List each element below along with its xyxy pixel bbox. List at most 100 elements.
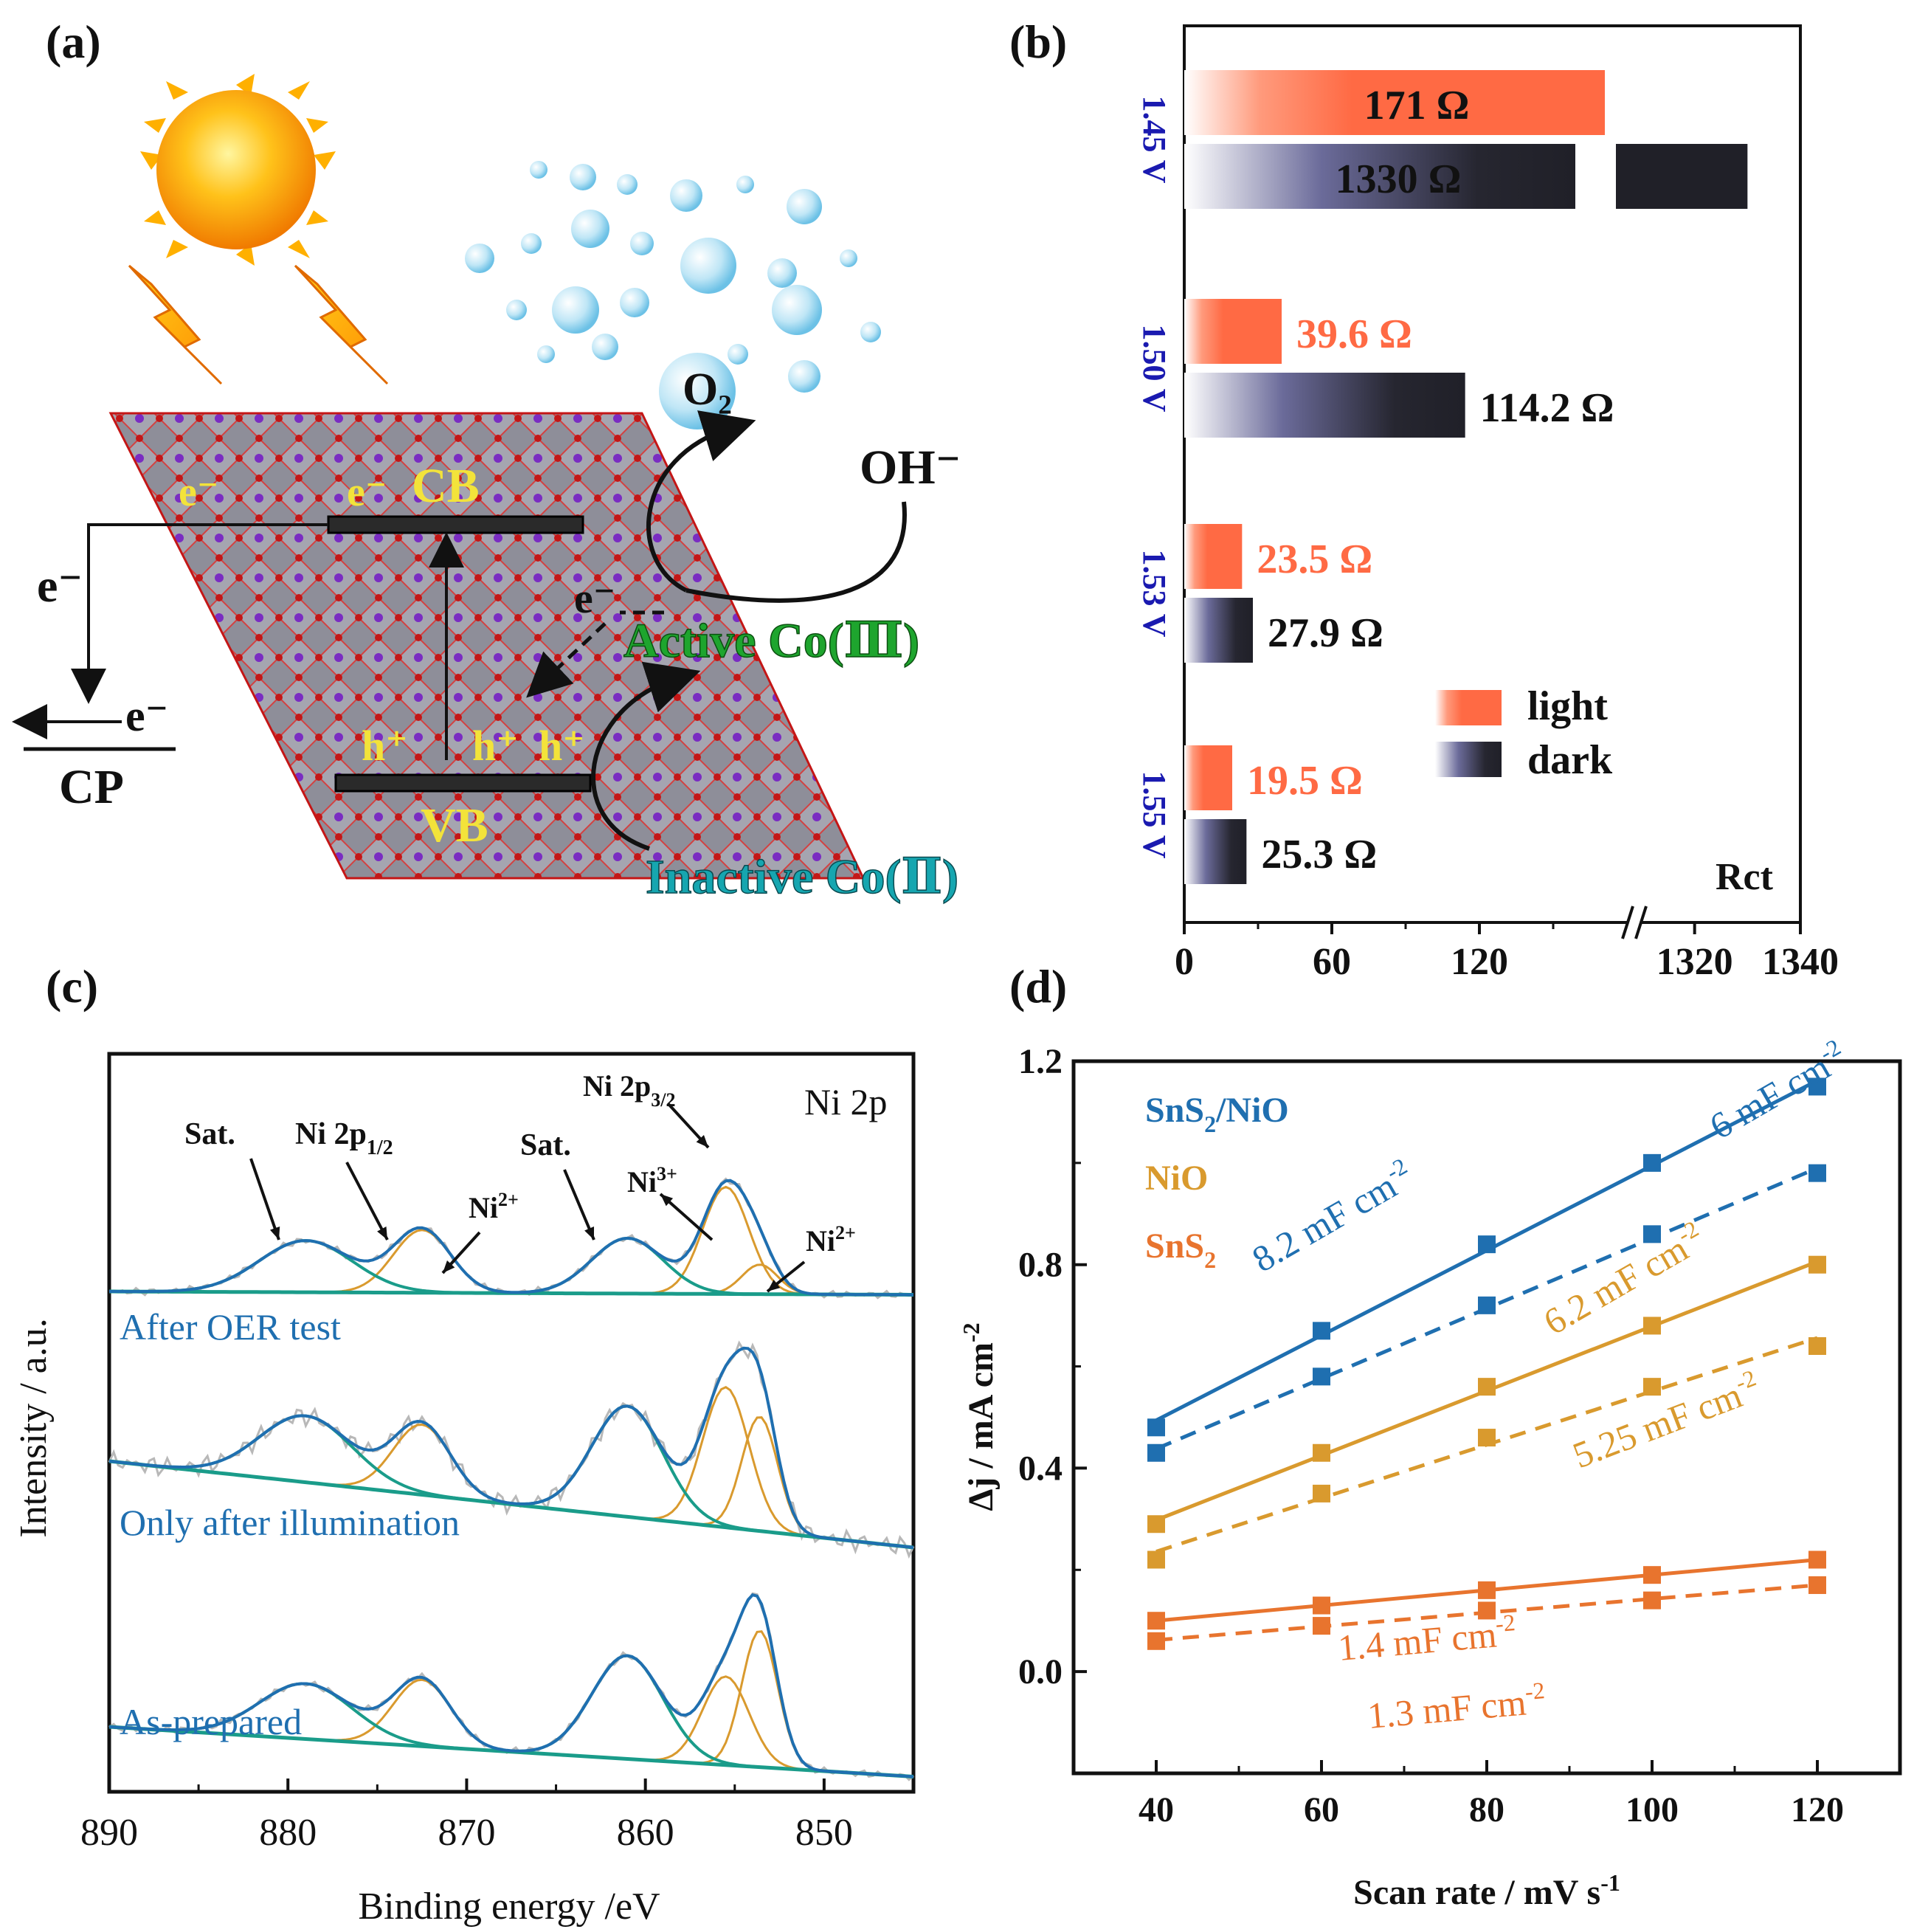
data-point [1643,1566,1661,1584]
vb-band [334,773,592,793]
vb-label: VB [421,798,488,852]
bar-dark-segment [1616,144,1748,209]
axis-break-mark [1621,905,1634,939]
annotation-arrowhead [269,1227,280,1240]
voltage-label: 1.55 V [1136,771,1172,859]
data-point [1147,1632,1165,1650]
legend-light-swatch [1435,690,1502,725]
legend-label: SnS2/NiO [1145,1091,1289,1137]
lightning-icon [128,264,223,385]
data-point [1147,1515,1165,1533]
data-point [1313,1484,1330,1503]
x-tick-label: 1340 [1762,941,1839,983]
bar-dark [1184,144,1575,209]
cb-band [327,515,584,534]
data-point [1313,1322,1330,1340]
x-tick-label: 1320 [1656,941,1733,983]
data-point [1808,1337,1826,1355]
annot-sat: Sat. [184,1117,235,1151]
data-point [1147,1612,1165,1630]
hole-label: h⁺ [539,722,585,770]
fit-envelope [109,1179,913,1297]
crystal-lattice [108,412,866,880]
legend-dark-label: dark [1527,737,1613,783]
spectrum-label: Only after illumination [120,1502,460,1543]
data-point [1643,1153,1661,1172]
x-tick-label: 870 [438,1812,495,1854]
y-tick-label: 0.4 [1018,1449,1063,1488]
legend-label: NiO [1145,1159,1208,1198]
y-tick-label: 0.0 [1018,1652,1063,1691]
data-point [1808,1255,1826,1274]
x-tick-label: 120 [1791,1790,1844,1829]
legend-light-label: light [1527,683,1608,729]
data-point [1478,1429,1496,1447]
legend-dark-swatch [1435,742,1502,777]
slope-label: 6.2 mF cm-2 [1535,1215,1713,1343]
data-point [1313,1367,1330,1386]
data-point [1808,1077,1826,1096]
o2-label: O₂ [683,365,732,415]
plot-frame [107,1052,916,1794]
y-tick-label: 1.2 [1018,1042,1063,1081]
data-point [1478,1581,1496,1599]
annot-ni2p12: Ni 2p1/2 [295,1117,393,1159]
active-co-label: Active Co(Ⅲ) [623,614,919,668]
data-point [1643,1317,1661,1335]
xps-ni2p-chart: After OER test Only after illumination As-… [13,1052,916,1928]
annotation-arrowhead [696,1135,708,1148]
o2-bubble-icon [659,353,736,429]
y-axis-label: Intensity / a.u. [13,1318,55,1538]
slope-label: 1.3 mF cm-2 [1366,1677,1547,1736]
annot-ni2plus: Ni2+ [469,1189,519,1224]
annotation-arrow [563,1169,595,1241]
hole-label: h⁺ [472,722,519,770]
cdl-chart: 40 60 80 100 120 0.0 0.4 0.8 1.2 8.2 mF cm-2 6 mF … [959,1033,1902,1912]
sun-icon [140,74,336,266]
data-point [1808,1576,1826,1594]
x-tick-label: 40 [1139,1790,1174,1829]
spectrum-label: As-prepared [120,1701,302,1742]
annotation-arrowhead [767,1280,781,1291]
annotation-arrow [345,1162,389,1241]
x-axis-label: Scan rate / mV s-1 [1353,1869,1620,1912]
y-axis-label: Δj / mA cm-2 [959,1322,1001,1511]
inactive-co-label: Inactive Co(Ⅱ) [646,850,958,904]
data-point [1643,1225,1661,1243]
y-tick-label: 0.8 [1018,1246,1063,1285]
data-point [1808,1164,1826,1182]
x-tick-label: 0 [1175,941,1194,983]
x-tick-label: 60 [1313,941,1351,983]
bar-light-label: 23.5 Ω [1257,537,1372,582]
x-axis-label: Binding energy /eV [358,1886,660,1928]
voltage-label: 1.45 V [1136,96,1172,184]
bar-dark-label: 114.2 Ω [1480,385,1614,431]
data-point [1478,1378,1496,1396]
bar-dark [1184,373,1465,438]
bar-dark [1184,819,1247,884]
data-point [1313,1596,1330,1615]
data-point [1643,1378,1661,1396]
electron-label: e⁻ [179,469,218,515]
bar-dark-label: 27.9 Ω [1268,610,1383,656]
axis-break-mark [1634,905,1648,939]
bar-dark-label: 25.3 Ω [1261,832,1377,877]
data-point [1147,1418,1165,1437]
lightning-icon [294,264,389,385]
slope-label: 5.25 mF cm-2 [1566,1365,1766,1477]
data-point [1478,1601,1496,1620]
hole-label: h⁺ [362,722,408,770]
x-tick-label: 880 [259,1812,317,1854]
bar-light-label: 171 Ω [1364,83,1470,128]
data-point [1147,1550,1165,1569]
data-point [1478,1235,1496,1254]
x-tick-label: 850 [795,1812,853,1854]
x-tick-label: 60 [1304,1790,1339,1829]
electron-label: e⁻ [37,559,83,612]
cp-label: CP [59,760,124,814]
voltage-label: 1.53 V [1136,550,1172,638]
x-tick-label: 860 [617,1812,674,1854]
annotation-arrowhead [660,1194,674,1207]
annotation-arrow [249,1158,280,1241]
bar-light [1184,299,1282,364]
